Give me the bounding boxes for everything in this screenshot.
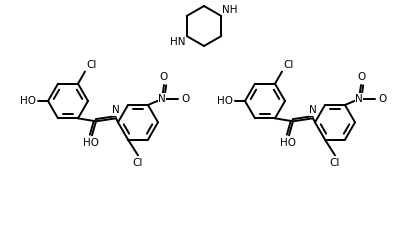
Text: O: O — [181, 94, 189, 104]
Text: NH: NH — [222, 5, 238, 15]
Text: N: N — [158, 94, 166, 104]
Text: Cl: Cl — [86, 60, 96, 70]
Text: O: O — [378, 94, 386, 104]
Text: N: N — [309, 105, 317, 115]
Text: O: O — [357, 72, 365, 82]
Text: O: O — [160, 72, 168, 82]
Text: Cl: Cl — [133, 158, 143, 168]
Text: HO: HO — [280, 138, 296, 148]
Text: HN: HN — [170, 37, 186, 47]
Text: N: N — [355, 94, 363, 104]
Text: Cl: Cl — [283, 60, 293, 70]
Text: HO: HO — [20, 96, 36, 106]
Text: N: N — [112, 105, 120, 115]
Text: Cl: Cl — [330, 158, 340, 168]
Text: HO: HO — [83, 138, 99, 148]
Text: HO: HO — [217, 96, 233, 106]
